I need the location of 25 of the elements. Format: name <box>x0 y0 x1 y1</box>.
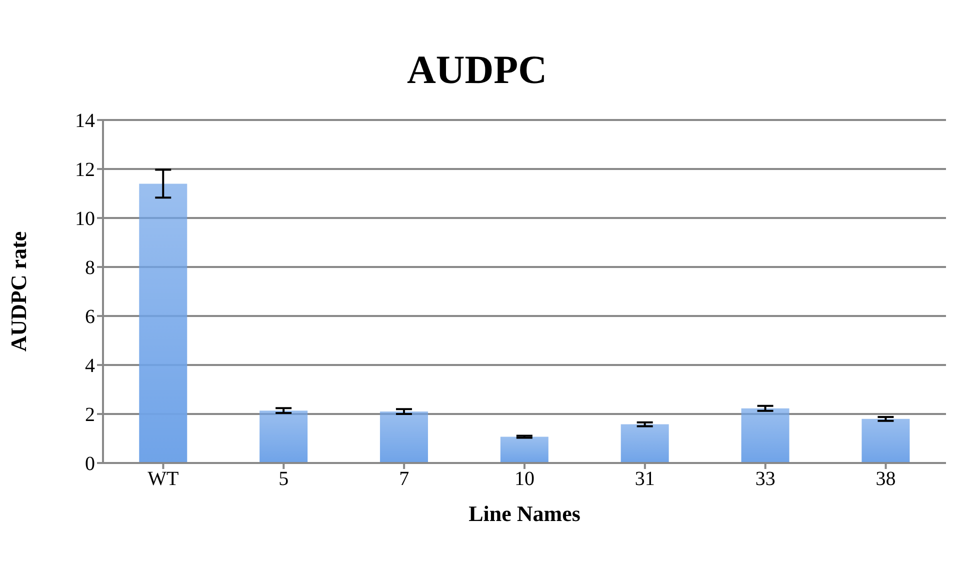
y-tick-label: 2 <box>85 404 95 426</box>
y-tick-label: 6 <box>85 306 95 328</box>
y-tick-label: 12 <box>75 159 95 182</box>
x-axis-title: Line Names <box>468 501 581 526</box>
y-tick-label: 4 <box>85 355 95 378</box>
x-tick-label: WT <box>148 468 179 490</box>
chart-title: AUDPC <box>406 46 548 93</box>
bar <box>380 412 428 463</box>
x-tick-label: 33 <box>755 468 776 490</box>
y-axis-title: AUDPC rate <box>6 231 31 352</box>
x-tick-label: 10 <box>514 468 534 490</box>
y-tick-label: 8 <box>85 257 95 280</box>
bar <box>862 418 910 463</box>
y-tick-label: 10 <box>75 208 95 230</box>
bar <box>139 184 188 463</box>
y-tick-label: 0 <box>85 453 95 476</box>
x-tick-label: 38 <box>876 468 896 490</box>
x-tick-label: 5 <box>278 468 289 490</box>
bar <box>260 410 308 463</box>
bar <box>741 408 790 463</box>
x-tick-label: 31 <box>634 468 655 490</box>
bar <box>620 424 669 463</box>
x-tick-label: 7 <box>399 468 410 490</box>
bar <box>500 436 548 463</box>
y-tick-label: 14 <box>75 110 95 132</box>
